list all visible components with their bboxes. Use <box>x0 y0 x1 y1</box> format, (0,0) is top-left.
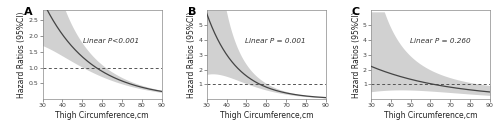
Text: A: A <box>24 7 32 17</box>
X-axis label: Thigh Circumference,cm: Thigh Circumference,cm <box>56 111 149 120</box>
Text: Linear P = 0.001: Linear P = 0.001 <box>246 38 306 45</box>
X-axis label: Thigh Circumference,cm: Thigh Circumference,cm <box>384 111 477 120</box>
Y-axis label: Hazard Ratios (95%CI): Hazard Ratios (95%CI) <box>18 12 26 98</box>
Y-axis label: Hazard Ratios (95%CI): Hazard Ratios (95%CI) <box>352 12 360 98</box>
Text: C: C <box>352 7 360 17</box>
Text: Linear P<0.001: Linear P<0.001 <box>84 38 140 45</box>
Y-axis label: Hazard Ratios (95%CI): Hazard Ratios (95%CI) <box>188 12 196 98</box>
X-axis label: Thigh Circumference,cm: Thigh Circumference,cm <box>220 111 313 120</box>
Text: B: B <box>188 7 196 17</box>
Text: Linear P = 0.260: Linear P = 0.260 <box>410 38 470 45</box>
